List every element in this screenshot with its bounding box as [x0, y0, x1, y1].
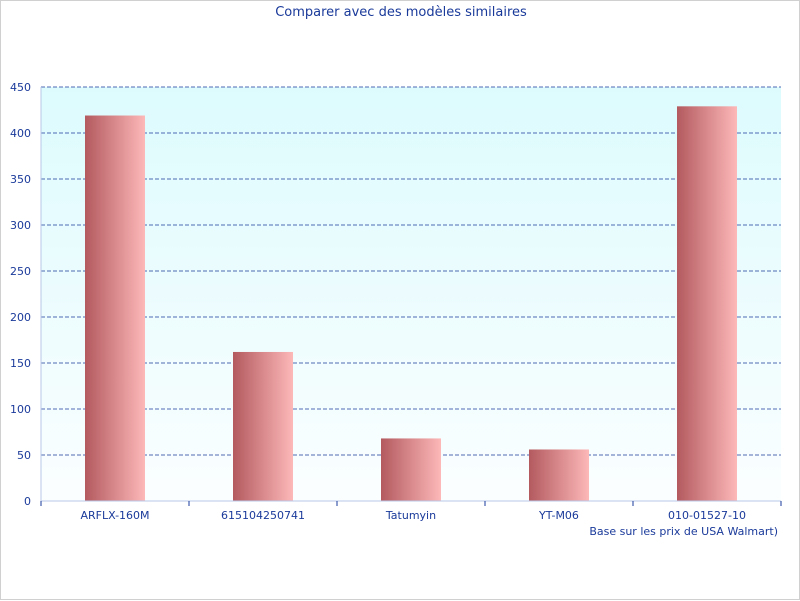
chart-caption: Base sur les prix de USA Walmart): [589, 525, 778, 538]
x-tick-label: YT-M06: [538, 509, 579, 522]
y-tick-label: 0: [24, 495, 31, 508]
bar: [381, 438, 441, 501]
bar: [233, 351, 293, 501]
y-tick-label: 400: [10, 127, 31, 140]
y-tick-label: 200: [10, 311, 31, 324]
y-tick-label: 100: [10, 403, 31, 416]
x-tick-labels: ARFLX-160M 615104250741 Tatumyin YT-M06 010-…: [80, 509, 746, 522]
y-tick-labels: 0 50 100 150 200 250 300 350 400 450: [10, 81, 31, 508]
chart-title: Comparer avec des modèles similaires: [275, 5, 527, 20]
x-tick-label: Tatumyin: [385, 509, 436, 522]
y-tick-label: 250: [10, 265, 31, 278]
y-tick-label: 350: [10, 173, 31, 186]
plot-area: [41, 87, 781, 501]
x-tick-label: ARFLX-160M: [80, 509, 149, 522]
axes: [40, 87, 782, 506]
x-tick-label: 010-01527-10: [668, 509, 746, 522]
y-tick-label: 150: [10, 357, 31, 370]
y-tick-label: 50: [17, 449, 31, 462]
bar: [85, 115, 145, 502]
y-tick-label: 300: [10, 219, 31, 232]
y-tick-label: 450: [10, 81, 31, 94]
bar: [529, 449, 589, 501]
bars: [85, 106, 737, 502]
bar: [677, 106, 737, 501]
x-tick-label: 615104250741: [221, 509, 305, 522]
